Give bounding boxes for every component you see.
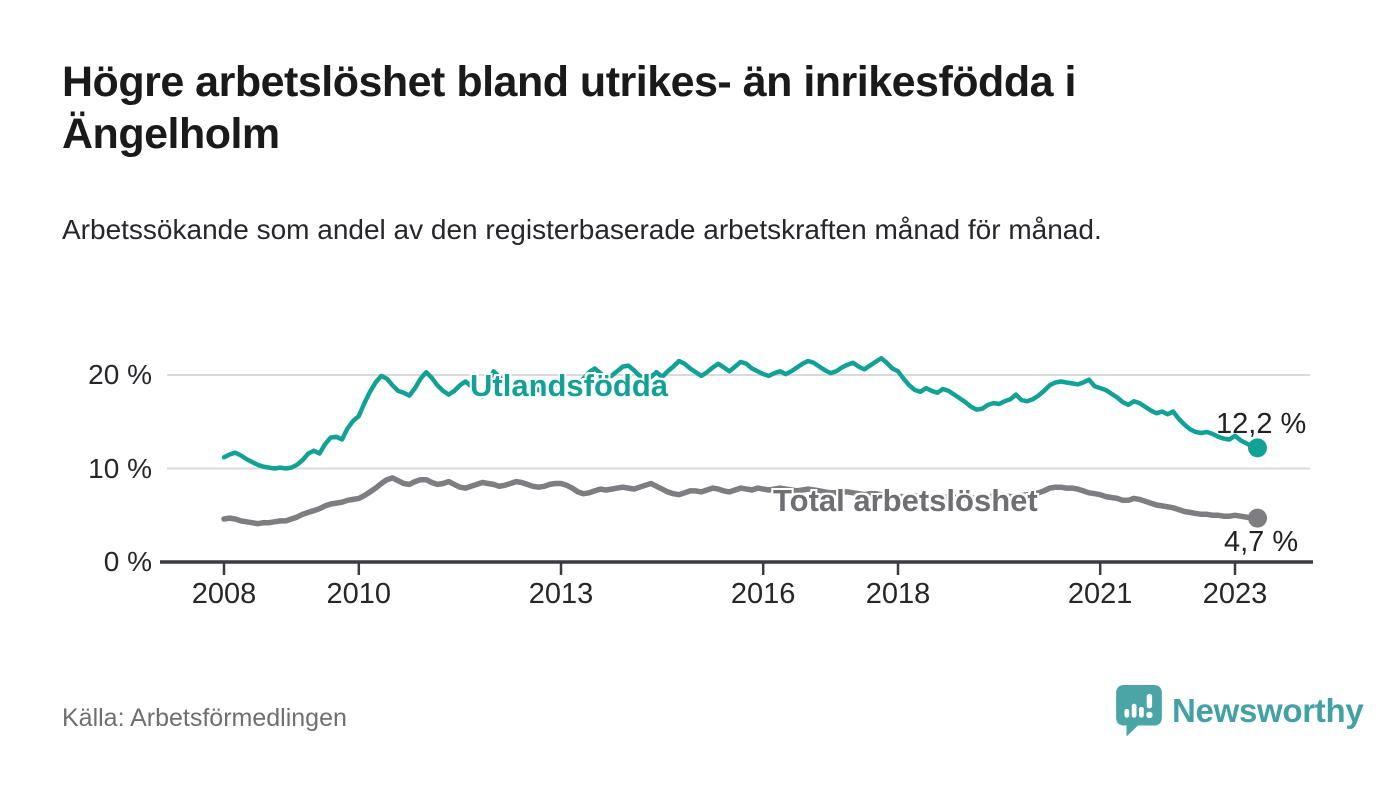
newsworthy-logo: Newsworthy [1116,684,1364,738]
x-axis-label: 2023 [1202,578,1268,610]
x-axis-label: 2021 [1067,578,1133,610]
page-title: Högre arbetslöshet bland utrikes- än inr… [62,58,1076,158]
series-line-total [221,475,1261,527]
series-end-dot-utlandsfodda [1248,438,1267,458]
newsworthy-logo-icon [1116,685,1162,737]
series-end-dot-total [1248,508,1267,528]
end-value-label-total: 4,7 % [1224,526,1299,558]
source-attribution: Källa: Arbetsförmedlingen [62,704,347,732]
x-axis-label: 2013 [528,578,594,610]
y-axis-label: 20 % [88,359,152,390]
y-axis-label: 0 % [103,546,152,577]
series-label-total-arbetsloshet: Total arbetslöshet [773,483,1038,518]
newsworthy-logo-text: Newsworthy [1172,692,1364,729]
chart-subtitle: Arbetssökande som andel av den registerb… [62,214,1102,245]
x-axis-label: 2016 [730,578,796,610]
x-axis-label: 2010 [326,578,392,610]
y-axis-label: 10 % [88,452,152,484]
end-value-label-utlandsfodda: 12,2 % [1216,408,1307,440]
x-axis-label: 2008 [191,578,257,610]
series-label-utlandsfodda: Utlandsfödda [470,368,669,403]
x-axis-label: 2018 [865,578,931,610]
series-line-utlandsfodda [221,355,1260,471]
